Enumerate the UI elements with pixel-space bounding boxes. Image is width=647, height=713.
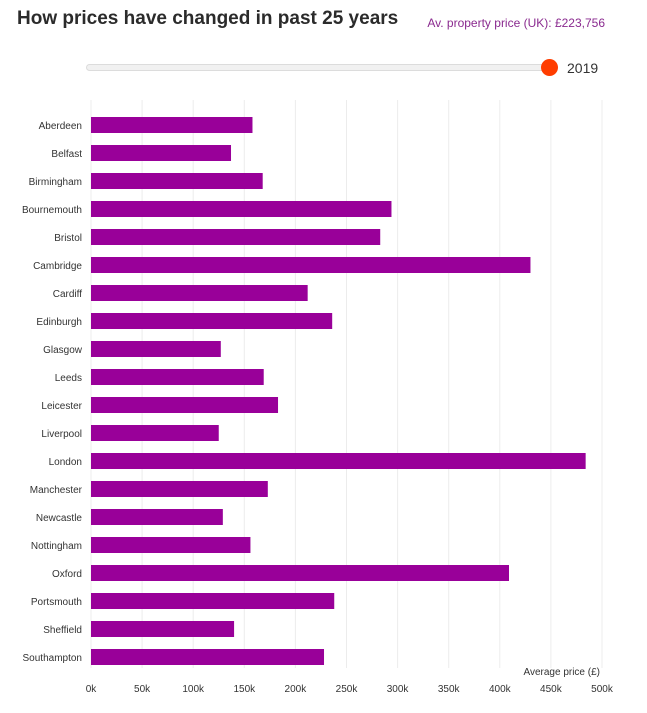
- category-label: Cambridge: [33, 261, 82, 272]
- category-label: Belfast: [51, 149, 82, 160]
- bar-nottingham[interactable]: [91, 537, 251, 553]
- bar-leeds[interactable]: [91, 369, 264, 385]
- category-label: Sheffield: [43, 625, 82, 636]
- category-label: Manchester: [30, 485, 83, 496]
- x-tick-label: 300k: [387, 684, 410, 695]
- x-tick-label: 200k: [285, 684, 308, 695]
- bar-leicester[interactable]: [91, 397, 279, 413]
- bar-aberdeen[interactable]: [91, 117, 253, 133]
- category-label: Leicester: [41, 401, 82, 412]
- bar-belfast[interactable]: [91, 145, 232, 161]
- x-axis-label: Average price (£): [523, 667, 600, 678]
- bar-bournemouth[interactable]: [91, 201, 392, 217]
- x-tick-label: 100k: [182, 684, 205, 695]
- chart-title: How prices have changed in past 25 years: [17, 8, 399, 29]
- category-label: Glasgow: [43, 345, 83, 356]
- x-tick-label: 50k: [134, 684, 151, 695]
- bar-oxford[interactable]: [91, 565, 509, 581]
- bar-manchester[interactable]: [91, 481, 268, 497]
- x-tick-label: 250k: [336, 684, 359, 695]
- category-label: Oxford: [52, 569, 82, 580]
- x-tick-label: 450k: [540, 684, 563, 695]
- category-label: London: [49, 457, 82, 468]
- category-label: Liverpool: [41, 429, 82, 440]
- year-slider-thumb[interactable]: [541, 59, 558, 76]
- bar-cardiff[interactable]: [91, 285, 308, 301]
- category-label: Aberdeen: [39, 121, 82, 132]
- bar-glasgow[interactable]: [91, 341, 221, 357]
- bar-sheffield[interactable]: [91, 621, 235, 637]
- year-label: 2019: [567, 60, 599, 76]
- category-labels: Aberdeen Belfast Birmingham Bournemouth Bris…: [22, 121, 83, 664]
- bar-birmingham[interactable]: [91, 173, 263, 189]
- x-tick-label: 150k: [233, 684, 256, 695]
- category-label: Nottingham: [31, 541, 82, 552]
- bar-portsmouth[interactable]: [91, 593, 335, 609]
- x-tick-label: 0k: [86, 684, 98, 695]
- category-label: Newcastle: [36, 513, 83, 524]
- x-tick-labels: 0k 50k 100k 150k 200k 250k 300k 350k 400k 450k 500…: [86, 684, 614, 695]
- bar-bristol[interactable]: [91, 229, 381, 245]
- bar-newcastle[interactable]: [91, 509, 223, 525]
- bar-london[interactable]: [91, 453, 586, 469]
- x-tick-label: 350k: [438, 684, 461, 695]
- x-tick-label: 500k: [591, 684, 614, 695]
- category-label: Leeds: [55, 373, 82, 384]
- bar-cambridge[interactable]: [91, 257, 531, 273]
- category-label: Southampton: [23, 653, 83, 664]
- x-tick-label: 400k: [489, 684, 512, 695]
- bar-edinburgh[interactable]: [91, 313, 333, 329]
- category-label: Bournemouth: [22, 205, 82, 216]
- category-label: Edinburgh: [36, 317, 82, 328]
- average-price-label: Av. property price (UK): £223,756: [427, 16, 605, 30]
- bar-southampton[interactable]: [91, 649, 325, 665]
- category-label: Bristol: [54, 233, 82, 244]
- category-label: Birmingham: [29, 177, 82, 188]
- category-label: Portsmouth: [31, 597, 82, 608]
- bar-liverpool[interactable]: [91, 425, 219, 441]
- category-label: Cardiff: [53, 289, 82, 300]
- bars: [91, 117, 586, 665]
